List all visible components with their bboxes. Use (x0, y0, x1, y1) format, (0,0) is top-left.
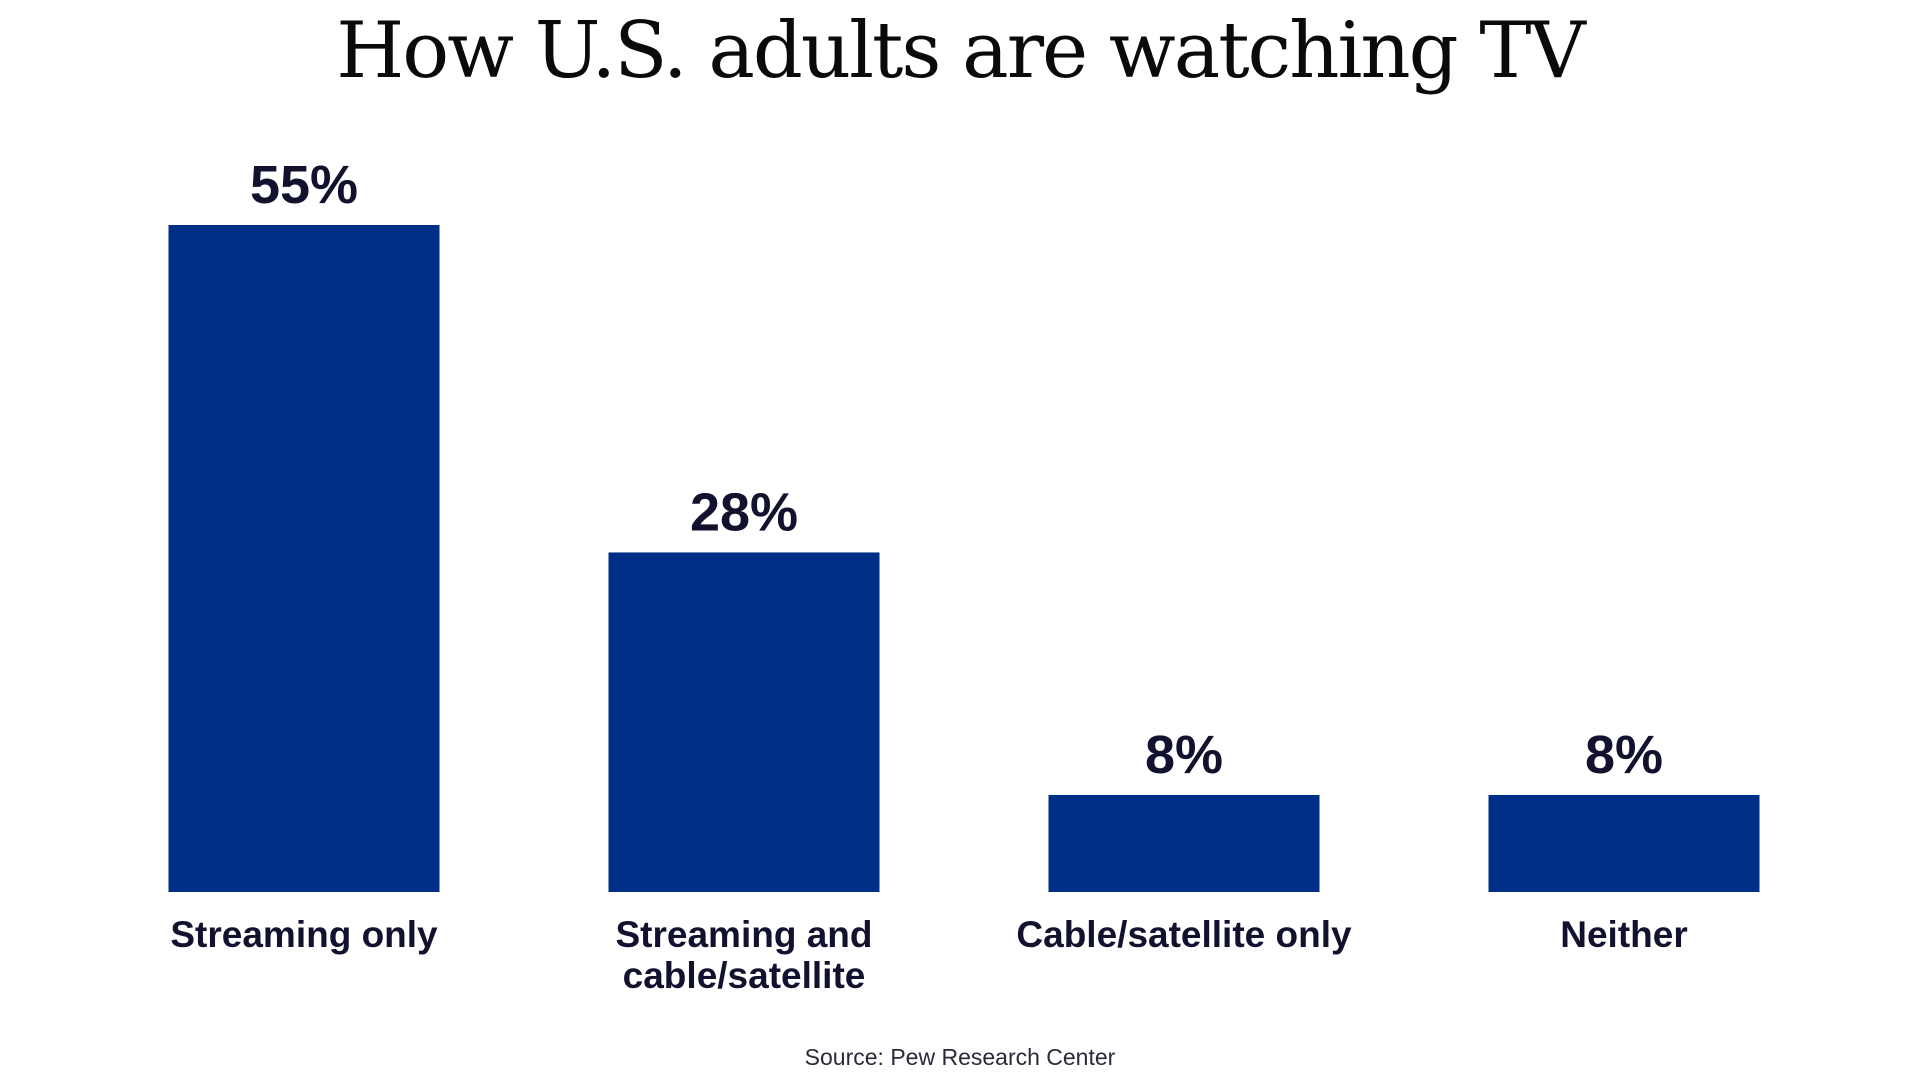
category-label-3: Cable/satellite only (1016, 914, 1352, 955)
source-note: Source: Pew Research Center (804, 1044, 1116, 1070)
bar-1 (168, 225, 440, 892)
value-label-2: 28% (690, 482, 798, 542)
category-label-1: Streaming only (170, 914, 438, 955)
value-label-4: 8% (1585, 725, 1663, 785)
bar-2 (608, 552, 880, 892)
value-label-1: 55% (250, 155, 358, 215)
bar-4 (1488, 794, 1760, 892)
chart-title: How U.S. adults are watching TV (336, 6, 1585, 96)
category-label-4: Neither (1560, 914, 1687, 955)
value-label-3: 8% (1145, 725, 1223, 785)
bar-3 (1048, 794, 1320, 892)
category-label-2: Streaming and cable/satellite (616, 914, 873, 996)
